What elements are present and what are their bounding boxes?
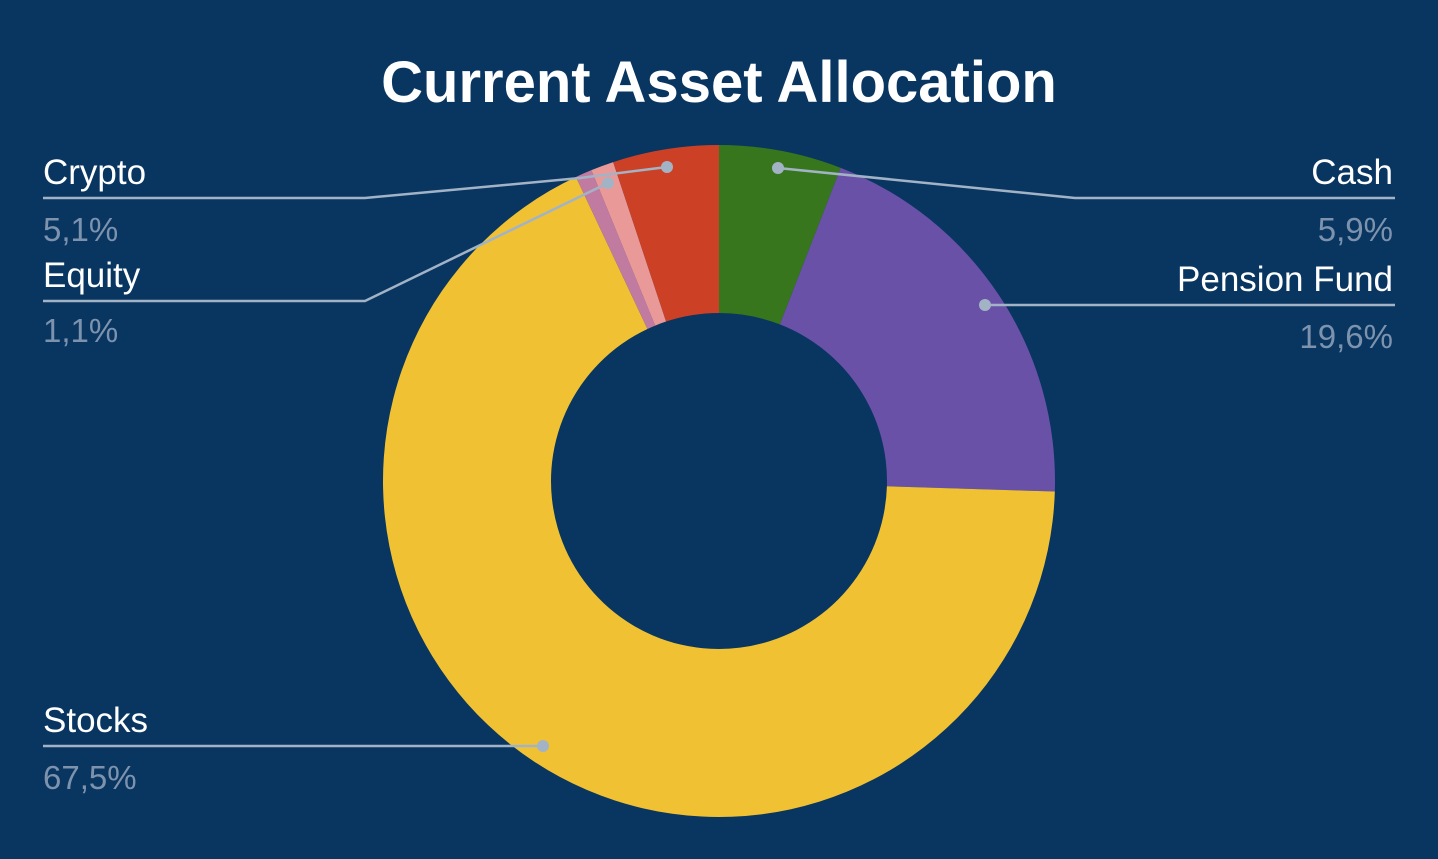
slice-cash	[719, 145, 841, 325]
slice-other-3	[575, 170, 656, 329]
slice-stocks	[383, 176, 1055, 818]
label-value-equity: 1,1%	[43, 312, 118, 349]
label-value-crypto: 5,1%	[43, 211, 118, 248]
leader-line-crypto	[43, 165, 668, 200]
slice-labels: Crypto 5,1% Equity 1,1% Cash 5,9% Pensio…	[43, 153, 1393, 796]
leader-line-cash	[777, 166, 1395, 200]
label-name-crypto: Crypto	[43, 153, 146, 192]
slice-pension-fund	[779, 167, 1055, 492]
chart-title: Current Asset Allocation	[381, 50, 1057, 115]
leader-dot-pension-fund	[979, 299, 991, 311]
label-name-cash: Cash	[1311, 153, 1393, 192]
label-value-stocks: 67,5%	[43, 759, 137, 796]
label-value-cash: 5,9%	[1318, 211, 1393, 248]
donut-slices	[383, 145, 1055, 818]
leader-dot-crypto	[661, 161, 673, 173]
label-name-pension-fund: Pension Fund	[1177, 260, 1393, 299]
leader-dot-equity	[602, 177, 614, 189]
label-value-pension-fund: 19,6%	[1299, 318, 1393, 355]
label-name-stocks: Stocks	[43, 701, 148, 740]
leader-line-equity	[43, 181, 609, 303]
leader-dot-stocks	[537, 740, 549, 752]
slice-crypto	[613, 145, 719, 322]
label-name-equity: Equity	[43, 256, 141, 295]
leader-dot-cash	[772, 162, 784, 174]
slice-equity	[591, 162, 667, 326]
leader-lines	[43, 161, 1395, 752]
